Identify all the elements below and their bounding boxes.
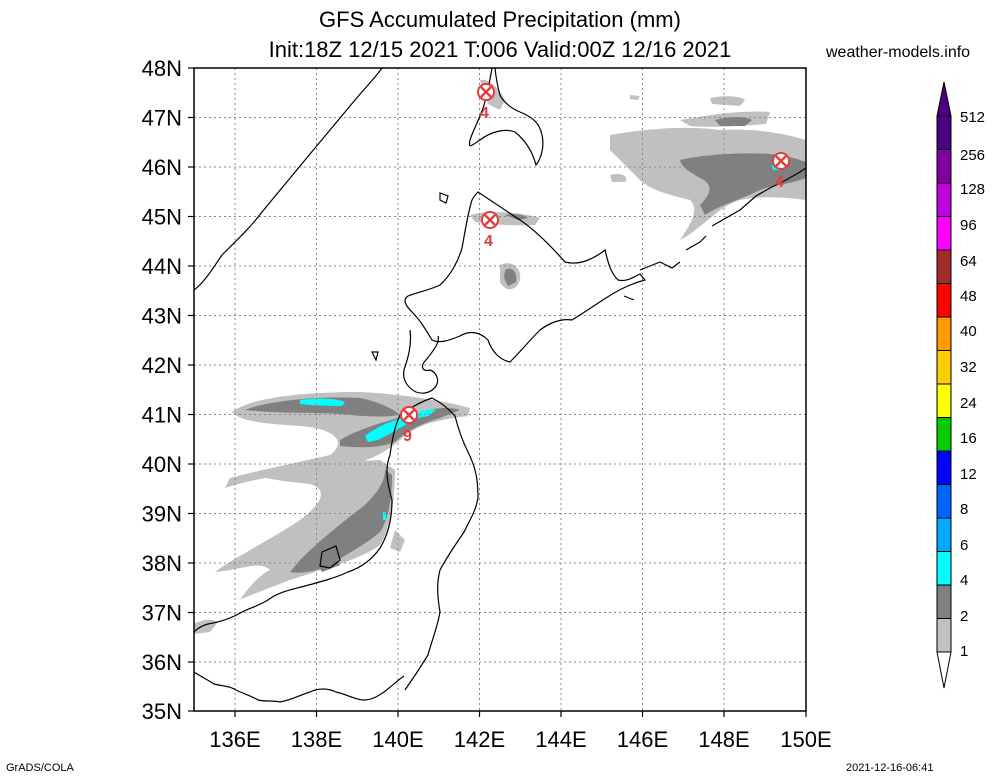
- marker-hokkaido: 4: [481, 211, 499, 250]
- colorbar-swatch: [936, 450, 952, 485]
- lon-label: 140E: [372, 727, 423, 752]
- colorbar-swatch: [936, 417, 952, 452]
- marker-kurils: 4: [772, 152, 790, 191]
- lat-label: 45N: [142, 205, 182, 230]
- lat-label: 37N: [142, 601, 182, 626]
- coastlines: [194, 68, 806, 703]
- colorbar-label: 16: [960, 430, 977, 447]
- lon-label: 142E: [454, 727, 505, 752]
- colorbar-bottom-arrow: [936, 651, 952, 689]
- lat-label: 35N: [142, 699, 182, 724]
- lat-label: 36N: [142, 650, 182, 675]
- marker-tsugaru: 9: [400, 406, 418, 445]
- colorbar-swatch: [936, 182, 952, 217]
- colorbar-label: 2: [960, 608, 968, 625]
- colorbar-swatch: [936, 383, 952, 418]
- colorbar-label: 4: [960, 572, 968, 589]
- longitude-labels: 136E 138E 140E 142E 144E 146E 148E 150E: [209, 727, 831, 752]
- lat-label: 42N: [142, 353, 182, 378]
- colorbar-swatch: [936, 584, 952, 619]
- lat-label: 38N: [142, 551, 182, 576]
- marker-label: 9: [403, 428, 412, 445]
- lon-label: 150E: [780, 727, 831, 752]
- marker-sakhalin: 4: [477, 83, 495, 122]
- plot-frame: [193, 67, 807, 712]
- title-line-1: GFS Accumulated Precipitation (mm): [319, 7, 681, 32]
- lat-label: 40N: [142, 452, 182, 477]
- colorbar-top-arrow: [936, 81, 952, 117]
- colorbar-swatch: [936, 484, 952, 519]
- colorbar-swatch: [936, 551, 952, 586]
- footer-timestamp: 2021-12-16-06:41: [846, 762, 934, 774]
- colorbar-label: 256: [960, 147, 985, 164]
- marker-label: 4: [480, 105, 489, 122]
- marker-label: 4: [775, 174, 784, 191]
- axis-ticks: [188, 67, 807, 717]
- colorbar-label: 512: [960, 109, 985, 126]
- lat-label: 43N: [142, 304, 182, 329]
- colorbar-swatch: [936, 149, 952, 184]
- latitude-labels: 48N 47N 46N 45N 44N 43N 42N 41N 40N 39N …: [142, 56, 182, 724]
- colorbar-swatch: [936, 216, 952, 251]
- precip-cyan: [300, 163, 780, 520]
- station-markers: 4 4 9 4: [400, 83, 790, 445]
- colorbar-swatch: [936, 283, 952, 318]
- lat-label: 48N: [142, 56, 182, 81]
- colorbar-swatch: [936, 115, 952, 150]
- title-line-2: Init:18Z 12/15 2021 T:006 Valid:00Z 12/1…: [268, 37, 732, 62]
- colorbar-label: 6: [960, 537, 968, 554]
- colorbar: 512 256 128 96 64 48 40 32 24 16 12 8 6 …: [936, 81, 985, 689]
- colorbar-label: 96: [960, 217, 977, 234]
- lon-label: 146E: [617, 727, 668, 752]
- lat-label: 41N: [142, 403, 182, 428]
- lon-label: 136E: [209, 727, 260, 752]
- lat-label: 46N: [142, 155, 182, 180]
- lat-label: 39N: [142, 502, 182, 527]
- lon-label: 138E: [291, 727, 342, 752]
- lat-label: 47N: [142, 106, 182, 131]
- site-watermark: weather-models.info: [826, 44, 971, 61]
- colorbar-swatch: [936, 517, 952, 552]
- colorbar-label: 1: [960, 643, 968, 660]
- colorbar-label: 8: [960, 501, 968, 518]
- graticule: [194, 68, 806, 711]
- colorbar-label: 48: [960, 288, 977, 305]
- lon-label: 148E: [698, 727, 749, 752]
- lat-label: 44N: [142, 254, 182, 279]
- colorbar-swatch: [936, 618, 952, 653]
- colorbar-label: 128: [960, 181, 985, 198]
- colorbar-swatch: [936, 350, 952, 385]
- colorbar-label: 24: [960, 395, 977, 412]
- colorbar-swatch: [936, 316, 952, 351]
- colorbar-label: 64: [960, 253, 977, 270]
- colorbar-label: 12: [960, 466, 977, 483]
- colorbar-label: 40: [960, 323, 977, 340]
- footer-credit: GrADS/COLA: [6, 762, 74, 774]
- colorbar-label: 32: [960, 359, 977, 376]
- colorbar-swatch: [936, 249, 952, 284]
- lon-label: 144E: [535, 727, 586, 752]
- map-plot-area: 4 4 9 4: [194, 68, 806, 711]
- marker-label: 4: [484, 233, 493, 250]
